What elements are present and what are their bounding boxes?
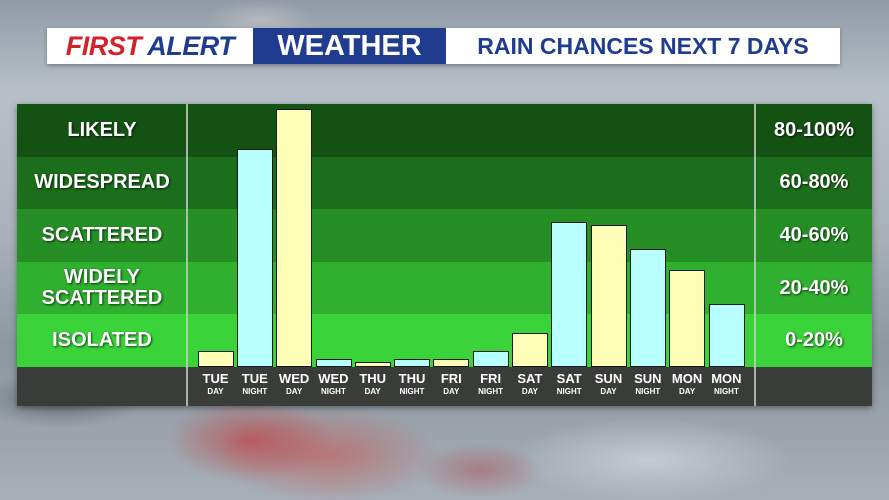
tick-label: MON NIGHT (707, 372, 746, 398)
tick-time: DAY (286, 387, 303, 396)
chart-title: RAIN CHANCES NEXT 7 DAYS (446, 28, 840, 64)
bar-tue-night (236, 148, 273, 367)
tick-day: SAT (517, 371, 543, 386)
band-range: 0-20% (785, 329, 843, 352)
band-label: LIKELY (67, 118, 137, 141)
brand-alert-text: ALERT (147, 30, 235, 61)
tick-time: NIGHT (556, 387, 582, 396)
tick-time: DAY (679, 387, 696, 396)
band-likely: LIKELY 80-100% (17, 104, 872, 157)
bar-sat-night (551, 222, 588, 367)
tick-day: TUE (241, 371, 268, 386)
tick-day: SUN (594, 371, 623, 386)
band-range: 60-80% (779, 171, 849, 194)
tick-day: THU (359, 371, 387, 386)
band-range: 20-40% (779, 276, 849, 299)
brand-weather-text: WEATHER (253, 28, 446, 64)
rain-chance-chart: LIKELY 80-100% WIDESPREAD 60-80% SCATTERED 40… (17, 104, 872, 406)
tick-time: NIGHT (478, 387, 504, 396)
tick-label: SUN DAY (589, 372, 628, 398)
bar-wed-day (276, 109, 313, 367)
brand-first-alert: FIRST ALERT (47, 28, 253, 64)
band-label: WIDESPREAD (34, 171, 170, 194)
tick-day: MON (711, 371, 742, 386)
bar-thu-day (354, 361, 391, 367)
tick-label: SAT DAY (510, 372, 549, 398)
band-range: 80-100% (773, 118, 855, 141)
tick-day: MON (671, 371, 703, 386)
tick-time: DAY (207, 387, 224, 396)
tick-label: THU NIGHT (393, 372, 432, 398)
tick-label: WED DAY (275, 372, 314, 398)
tick-day: FRI (480, 371, 502, 386)
tick-time: NIGHT (713, 387, 739, 396)
tick-label: SAT NIGHT (550, 372, 589, 398)
tick-day: FRI (440, 371, 462, 386)
tick-label: THU DAY (353, 372, 392, 398)
tick-label: WED NIGHT (314, 372, 353, 398)
tick-day: THU (398, 371, 426, 386)
bar-fri-day (433, 359, 470, 367)
tick-day: WED (318, 371, 349, 386)
title-banner: FIRST ALERT WEATHER RAIN CHANCES NEXT 7 … (47, 28, 840, 64)
brand-first-text: FIRST (65, 30, 142, 61)
tick-label: FRI NIGHT (471, 372, 510, 398)
bar-fri-night (472, 351, 509, 367)
bar-sun-day (590, 224, 627, 367)
left-divider (186, 104, 188, 406)
band-label: WIDELY SCATTERED (41, 266, 163, 310)
tick-time: NIGHT (320, 387, 346, 396)
tick-time: NIGHT (242, 387, 268, 396)
tick-day: WED (278, 371, 310, 386)
tick-label: TUE NIGHT (235, 372, 274, 398)
band-label: SCATTERED (41, 223, 163, 246)
band-label: ISOLATED (52, 329, 152, 352)
tick-time: NIGHT (635, 387, 661, 396)
tick-label: TUE DAY (196, 372, 235, 398)
bar-tue-day (197, 351, 234, 367)
bar-sun-night (629, 248, 666, 367)
bar-sat-day (512, 332, 549, 367)
tick-time: DAY (521, 387, 538, 396)
tick-label: FRI DAY (432, 372, 471, 398)
tick-day: TUE (202, 371, 229, 386)
tick-label: SUN NIGHT (628, 372, 667, 398)
tick-time: DAY (443, 387, 460, 396)
band-widespread: WIDESPREAD 60-80% (17, 156, 872, 210)
tick-label: MON DAY (668, 372, 707, 398)
band-range: 40-60% (779, 223, 849, 246)
x-axis-strip (17, 367, 872, 406)
bar-mon-night (708, 303, 745, 367)
band-scattered: SCATTERED 40-60% (17, 209, 872, 262)
tick-day: SUN (634, 371, 662, 386)
right-divider (754, 104, 756, 406)
bar-thu-night (394, 359, 431, 367)
tick-day: SAT (556, 371, 582, 386)
tick-time: DAY (364, 387, 381, 396)
bar-wed-night (315, 359, 352, 367)
tick-time: DAY (600, 387, 617, 396)
bar-mon-day (669, 269, 706, 367)
tick-time: NIGHT (399, 387, 425, 396)
